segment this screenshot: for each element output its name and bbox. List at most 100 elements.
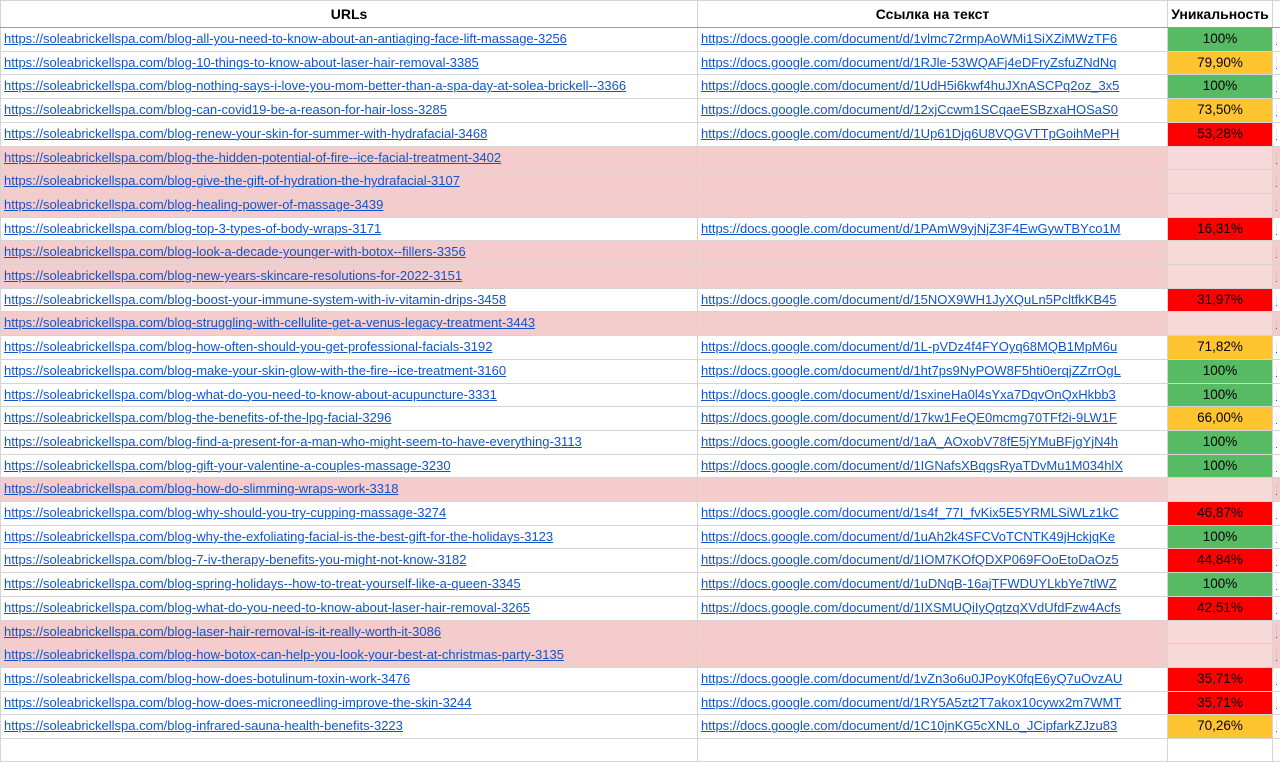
cell-uniqueness: 100% <box>1168 359 1273 383</box>
table-row: https://soleabrickellspa.com/blog-renew-… <box>1 122 1280 146</box>
extra-link[interactable]: h <box>1276 644 1277 667</box>
url-link[interactable]: https://soleabrickellspa.com/blog-find-a… <box>4 431 694 454</box>
doc-link[interactable]: https://docs.google.com/document/d/15NOX… <box>701 289 1164 312</box>
table-row: https://soleabrickellspa.com/blog-7-iv-t… <box>1 549 1280 573</box>
extra-link[interactable]: h <box>1276 123 1277 146</box>
cell-extra-link: h <box>1273 99 1280 123</box>
url-link[interactable]: https://soleabrickellspa.com/blog-laser-… <box>4 621 694 644</box>
doc-link[interactable]: https://docs.google.com/document/d/1uAh2… <box>701 526 1164 549</box>
doc-link[interactable]: https://docs.google.com/document/d/1L-pV… <box>701 336 1164 359</box>
doc-link[interactable]: https://docs.google.com/document/d/17kw1… <box>701 407 1164 430</box>
extra-link[interactable]: h <box>1276 455 1277 478</box>
extra-link[interactable]: h <box>1276 218 1277 241</box>
url-link[interactable]: https://soleabrickellspa.com/blog-why-sh… <box>4 502 694 525</box>
extra-link[interactable]: h <box>1276 99 1277 122</box>
extra-link[interactable]: h <box>1276 478 1277 501</box>
cell-url: https://soleabrickellspa.com/blog-make-y… <box>1 359 698 383</box>
extra-link[interactable]: h <box>1276 431 1277 454</box>
extra-link[interactable]: h <box>1276 715 1277 738</box>
column-header-doc-link[interactable]: Ссылка на текст <box>698 1 1168 28</box>
table-row: https://soleabrickellspa.com/blog-how-bo… <box>1 644 1280 668</box>
url-link[interactable]: https://soleabrickellspa.com/blog-give-t… <box>4 170 694 193</box>
extra-link[interactable]: h <box>1276 241 1277 264</box>
doc-link[interactable]: https://docs.google.com/document/d/1IGNa… <box>701 455 1164 478</box>
extra-link[interactable]: h <box>1276 621 1277 644</box>
url-link[interactable]: https://soleabrickellspa.com/blog-what-d… <box>4 597 694 620</box>
url-link[interactable]: https://soleabrickellspa.com/blog-how-do… <box>4 478 694 501</box>
url-link[interactable]: https://soleabrickellspa.com/blog-infrar… <box>4 715 694 738</box>
column-header-extra[interactable] <box>1273 1 1280 28</box>
url-link[interactable]: https://soleabrickellspa.com/blog-the-be… <box>4 407 694 430</box>
column-header-urls[interactable]: URLs <box>1 1 698 28</box>
extra-link[interactable]: h <box>1276 336 1277 359</box>
url-link[interactable]: https://soleabrickellspa.com/blog-nothin… <box>4 75 694 98</box>
extra-link[interactable]: h <box>1276 312 1277 335</box>
doc-link[interactable]: https://docs.google.com/document/d/1IOM7… <box>701 549 1164 572</box>
doc-link[interactable]: https://docs.google.com/document/d/1ht7p… <box>701 360 1164 383</box>
extra-link[interactable]: h <box>1276 526 1277 549</box>
url-link[interactable]: https://soleabrickellspa.com/blog-why-th… <box>4 526 694 549</box>
url-link[interactable]: https://soleabrickellspa.com/blog-spring… <box>4 573 694 596</box>
extra-link[interactable]: h <box>1276 407 1277 430</box>
doc-link[interactable]: https://docs.google.com/document/d/12xjC… <box>701 99 1164 122</box>
url-link[interactable]: https://soleabrickellspa.com/blog-top-3-… <box>4 218 694 241</box>
doc-link[interactable]: https://docs.google.com/document/d/1PAmW… <box>701 218 1164 241</box>
doc-link[interactable]: https://docs.google.com/document/d/1Up61… <box>701 123 1164 146</box>
column-header-uniqueness[interactable]: Уникальность <box>1168 1 1273 28</box>
cell-doc-link: https://docs.google.com/document/d/1vZn3… <box>698 667 1168 691</box>
url-link[interactable]: https://soleabrickellspa.com/blog-healin… <box>4 194 694 217</box>
url-link[interactable]: https://soleabrickellspa.com/blog-how-bo… <box>4 644 694 667</box>
extra-link[interactable]: h <box>1276 75 1277 98</box>
extra-link[interactable]: h <box>1276 147 1277 170</box>
extra-link[interactable]: h <box>1276 265 1277 288</box>
extra-link[interactable]: h <box>1276 28 1277 51</box>
doc-link[interactable]: https://docs.google.com/document/d/1RY5A… <box>701 692 1164 715</box>
url-link[interactable]: https://soleabrickellspa.com/blog-new-ye… <box>4 265 694 288</box>
doc-link[interactable]: https://docs.google.com/document/d/1aA_A… <box>701 431 1164 454</box>
url-link[interactable]: https://soleabrickellspa.com/blog-7-iv-t… <box>4 549 694 572</box>
extra-link[interactable]: h <box>1276 692 1277 715</box>
extra-link[interactable]: h <box>1276 170 1277 193</box>
cell-doc-link: https://docs.google.com/document/d/15NOX… <box>698 288 1168 312</box>
extra-link[interactable]: h <box>1276 573 1277 596</box>
cell-extra-link: h <box>1273 430 1280 454</box>
cell-url: https://soleabrickellspa.com/blog-give-t… <box>1 170 698 194</box>
extra-link[interactable]: h <box>1276 597 1277 620</box>
url-link[interactable]: https://soleabrickellspa.com/blog-strugg… <box>4 312 694 335</box>
url-link[interactable]: https://soleabrickellspa.com/blog-10-thi… <box>4 52 694 75</box>
extra-link[interactable]: h <box>1276 52 1277 75</box>
extra-link[interactable]: h <box>1276 360 1277 383</box>
doc-link[interactable]: https://docs.google.com/document/d/1s4f_… <box>701 502 1164 525</box>
cell-url: https://soleabrickellspa.com/blog-spring… <box>1 573 698 597</box>
cell-uniqueness <box>1168 193 1273 217</box>
doc-link[interactable]: https://docs.google.com/document/d/1C10j… <box>701 715 1164 738</box>
cell-uniqueness: 100% <box>1168 573 1273 597</box>
url-link[interactable]: https://soleabrickellspa.com/blog-renew-… <box>4 123 694 146</box>
url-link[interactable]: https://soleabrickellspa.com/blog-gift-y… <box>4 455 694 478</box>
doc-link[interactable]: https://docs.google.com/document/d/1vlmc… <box>701 28 1164 51</box>
url-link[interactable]: https://soleabrickellspa.com/blog-all-yo… <box>4 28 694 51</box>
url-link[interactable]: https://soleabrickellspa.com/blog-what-d… <box>4 384 694 407</box>
doc-link[interactable]: https://docs.google.com/document/d/1UdH5… <box>701 75 1164 98</box>
extra-link[interactable]: h <box>1276 668 1277 691</box>
doc-link[interactable]: https://docs.google.com/document/d/1vZn3… <box>701 668 1164 691</box>
doc-link[interactable]: https://docs.google.com/document/d/1sxin… <box>701 384 1164 407</box>
doc-link[interactable]: https://docs.google.com/document/d/1RJle… <box>701 52 1164 75</box>
doc-link[interactable]: https://docs.google.com/document/d/1IXSM… <box>701 597 1164 620</box>
cell-url: https://soleabrickellspa.com/blog-how-do… <box>1 478 698 502</box>
url-link[interactable]: https://soleabrickellspa.com/blog-make-y… <box>4 360 694 383</box>
cell-extra-link: h <box>1273 383 1280 407</box>
extra-link[interactable]: h <box>1276 502 1277 525</box>
extra-link[interactable]: h <box>1276 384 1277 407</box>
url-link[interactable]: https://soleabrickellspa.com/blog-the-hi… <box>4 147 694 170</box>
url-link[interactable]: https://soleabrickellspa.com/blog-how-do… <box>4 692 694 715</box>
url-link[interactable]: https://soleabrickellspa.com/blog-can-co… <box>4 99 694 122</box>
extra-link[interactable]: h <box>1276 549 1277 572</box>
url-link[interactable]: https://soleabrickellspa.com/blog-how-do… <box>4 668 694 691</box>
extra-link[interactable]: h <box>1276 289 1277 312</box>
url-link[interactable]: https://soleabrickellspa.com/blog-boost-… <box>4 289 694 312</box>
url-link[interactable]: https://soleabrickellspa.com/blog-how-of… <box>4 336 694 359</box>
extra-link[interactable]: h <box>1276 194 1277 217</box>
doc-link[interactable]: https://docs.google.com/document/d/1uDNq… <box>701 573 1164 596</box>
url-link[interactable]: https://soleabrickellspa.com/blog-look-a… <box>4 241 694 264</box>
